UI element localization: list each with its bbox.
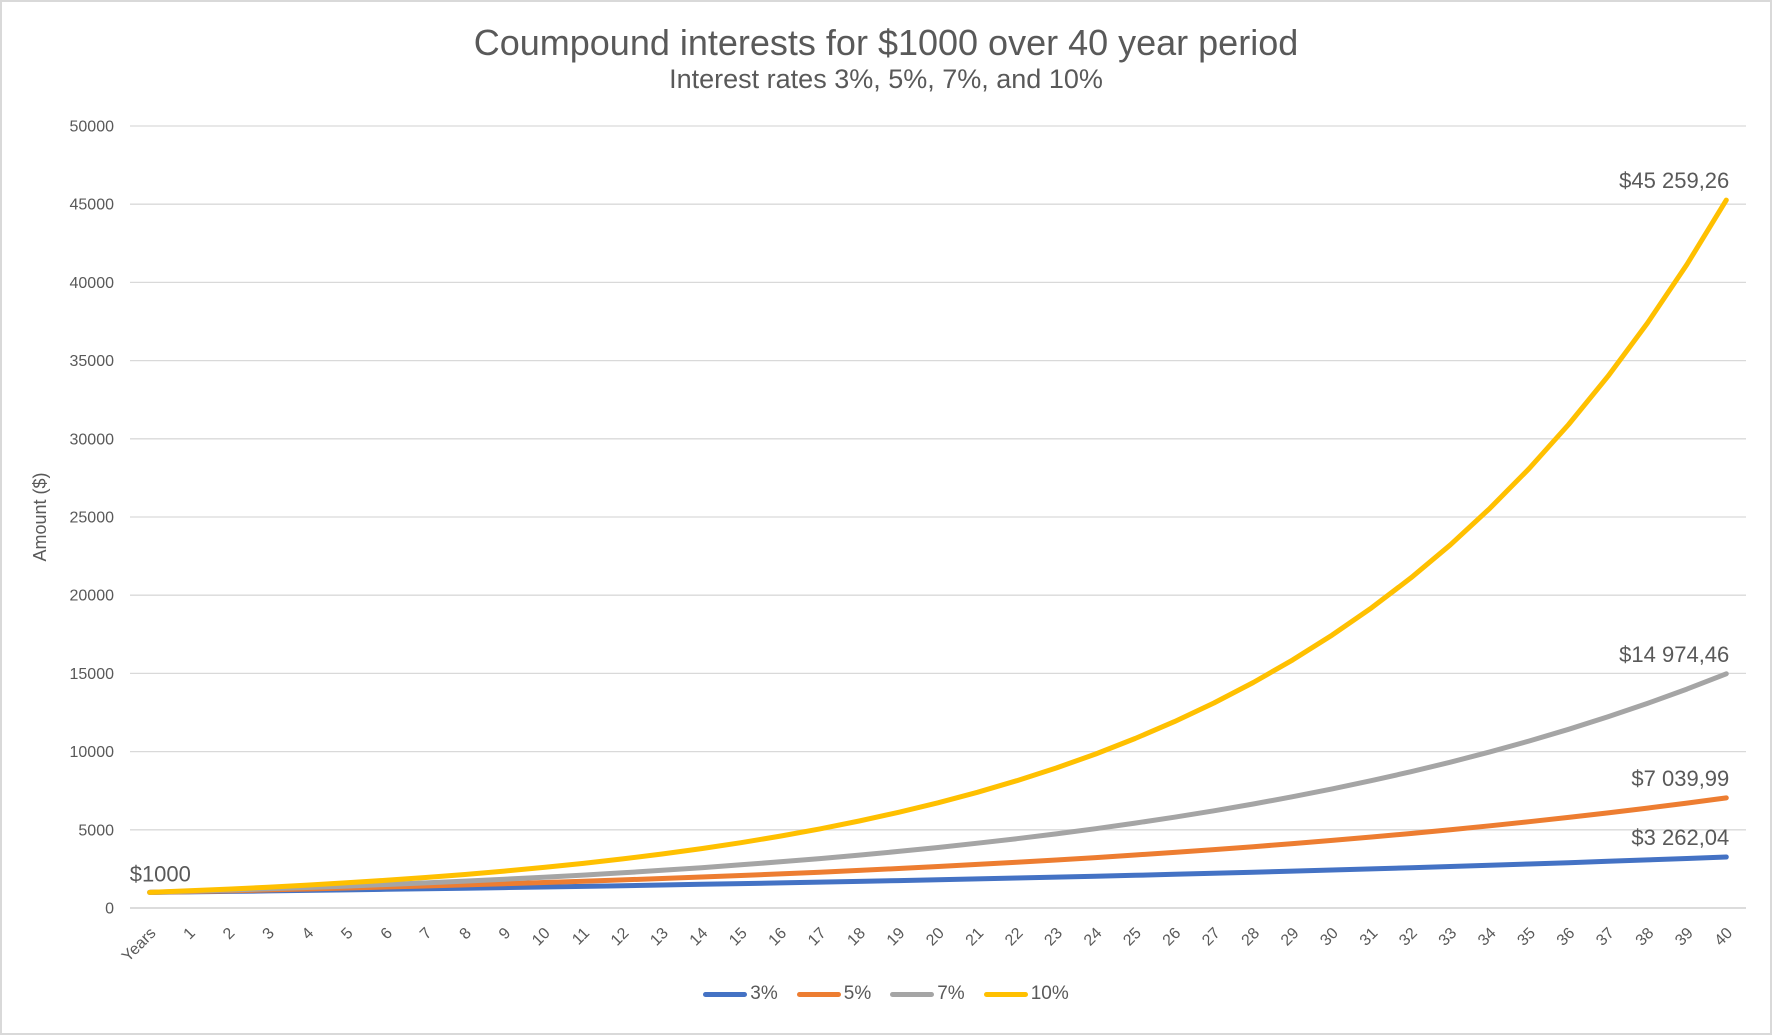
y-tick-label: 50000 xyxy=(70,119,115,136)
x-tick-label: 34 xyxy=(1475,925,1500,950)
x-tick-label: 28 xyxy=(1239,925,1264,950)
legend-item-5%: 5% xyxy=(796,983,872,1005)
y-tick-label: 45000 xyxy=(70,197,115,214)
x-tick-label: 39 xyxy=(1672,925,1697,950)
legend-swatch-icon xyxy=(983,991,1028,997)
legend-item-3%: 3% xyxy=(703,983,778,1005)
data-label: $14 974,46 xyxy=(1619,642,1729,667)
x-tick-label: 27 xyxy=(1199,925,1224,950)
x-tick-label: 16 xyxy=(766,925,791,950)
x-tick-label: 33 xyxy=(1436,925,1461,950)
y-tick-label: 5000 xyxy=(78,822,114,839)
data-label: $1000 xyxy=(130,861,191,886)
data-label: $45 259,26 xyxy=(1619,168,1729,193)
legend-label: 3% xyxy=(750,983,778,1004)
x-tick-label: 9 xyxy=(496,925,514,943)
legend-swatch-icon xyxy=(890,991,935,997)
y-tick-label: 40000 xyxy=(70,275,115,292)
y-axis-title: Amount ($) xyxy=(30,472,50,561)
y-tick-label: 30000 xyxy=(70,431,115,448)
x-tick-label: 35 xyxy=(1514,925,1539,950)
y-tick-label: 20000 xyxy=(70,588,115,605)
legend: 3% 5% 7% 10% xyxy=(2,983,1770,1005)
x-tick-label: 17 xyxy=(805,925,830,950)
legend-swatch-icon xyxy=(796,991,841,997)
y-tick-label: 25000 xyxy=(70,510,115,527)
x-tick-label: 3 xyxy=(260,925,278,943)
y-tick-label: 15000 xyxy=(70,666,115,683)
x-tick-label: 38 xyxy=(1633,925,1658,950)
x-tick-label: 23 xyxy=(1041,925,1066,950)
x-tick-label: 5 xyxy=(338,925,356,943)
legend-item-10%: 10% xyxy=(983,983,1069,1005)
x-tick-label: 14 xyxy=(687,925,712,950)
y-axis-tick-labels: 0 5000 10000 15000 20000 25000 30000 35000 40000… xyxy=(70,119,115,918)
x-tick-label: 26 xyxy=(1160,925,1185,950)
data-label: $7 039,99 xyxy=(1631,766,1729,791)
x-tick-label: 13 xyxy=(647,925,672,950)
y-tick-label: 10000 xyxy=(70,744,115,761)
y-tick-label: 0 xyxy=(105,901,114,918)
gridlines xyxy=(130,125,1746,909)
chart-subtitle: Interest rates 3%, 5%, 7%, and 10% xyxy=(669,64,1103,94)
chart-title: Coumpound interests for $1000 over 40 ye… xyxy=(473,22,1299,63)
x-tick-label: 21 xyxy=(963,925,988,950)
x-tick-label: 32 xyxy=(1396,925,1421,950)
data-labels: $1000 $3 262,04 $7 039,99 $14 974,46 $45 259… xyxy=(130,168,1730,886)
x-tick-label: 19 xyxy=(884,925,909,950)
x-tick-label: 37 xyxy=(1593,925,1618,950)
x-tick-label: 30 xyxy=(1317,925,1342,950)
series-line-7% xyxy=(147,671,1729,895)
x-tick-label: 8 xyxy=(457,925,475,943)
x-tick-label: 29 xyxy=(1278,925,1303,950)
x-tick-label: 12 xyxy=(608,925,633,950)
x-tick-label: 11 xyxy=(569,925,593,949)
y-tick-label: 35000 xyxy=(70,353,115,370)
legend-item-7%: 7% xyxy=(890,983,965,1005)
series-lines xyxy=(147,197,1729,895)
x-tick-label: 22 xyxy=(1002,925,1027,950)
x-tick-label: 4 xyxy=(299,925,317,943)
x-tick-label: 40 xyxy=(1712,925,1737,950)
x-tick-label: 2 xyxy=(220,925,238,943)
x-tick-label: 18 xyxy=(844,925,869,950)
x-tick-label: 20 xyxy=(923,925,948,950)
x-tick-label: 10 xyxy=(529,925,554,950)
legend-label: 7% xyxy=(937,983,965,1004)
x-tick-label: 6 xyxy=(378,925,396,943)
data-label: $3 262,04 xyxy=(1631,825,1729,850)
legend-label: 5% xyxy=(843,983,872,1004)
series-line-5% xyxy=(147,795,1729,895)
x-tick-label: 15 xyxy=(726,925,751,950)
legend-label: 10% xyxy=(1030,983,1069,1004)
x-tick-label: 7 xyxy=(417,925,435,943)
x-tick-label: 36 xyxy=(1554,925,1579,950)
x-tick-label: 31 xyxy=(1357,925,1382,950)
x-tick-label: 25 xyxy=(1120,925,1145,950)
x-axis-tick-labels: Years 1 2 3 4 5 6 7 8 9 10 11 12 13 14 15 16 17 18 19 20 21 22… xyxy=(119,925,1736,966)
series-line-10% xyxy=(147,197,1729,895)
x-tick-label: 1 xyxy=(181,925,199,943)
x-tick-label: 24 xyxy=(1081,925,1106,950)
x-tick-label: Years xyxy=(119,925,160,966)
series-line-3% xyxy=(147,854,1729,895)
legend-swatch-icon xyxy=(703,991,748,997)
